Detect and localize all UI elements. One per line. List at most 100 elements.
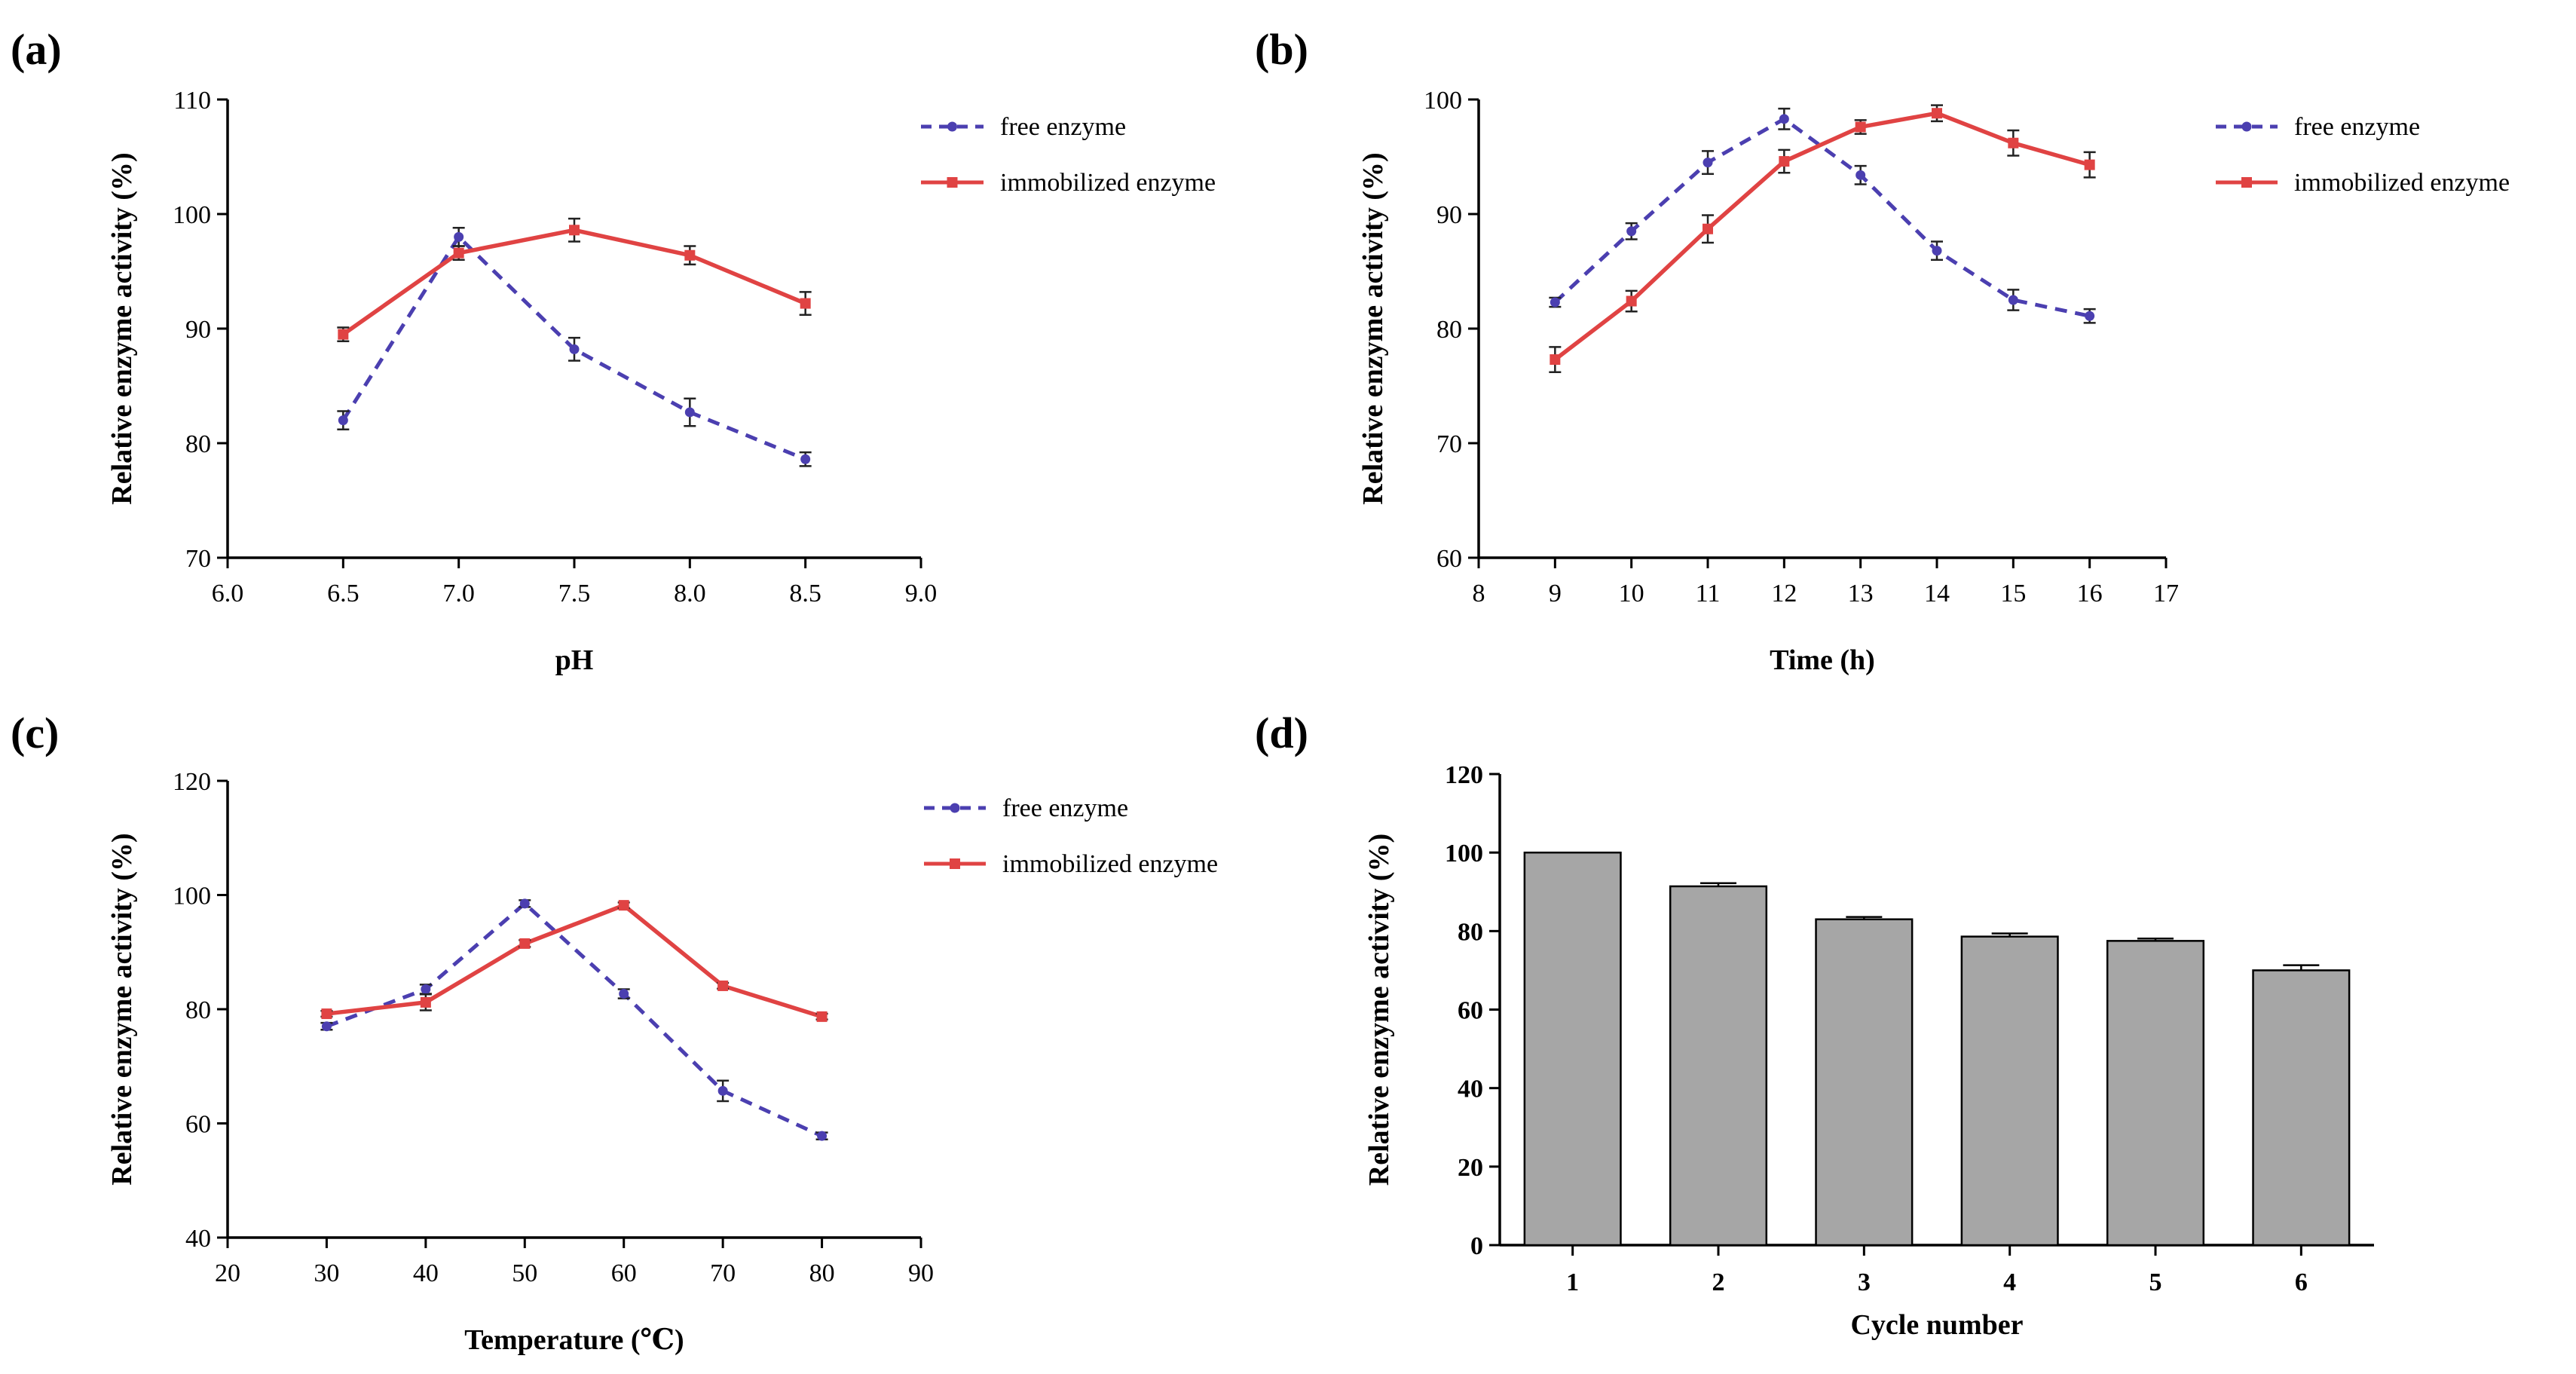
y-axis-title: Relative enzyme activity (%) — [1357, 152, 1389, 504]
data-point-free-enzyme — [1856, 170, 1866, 180]
data-point-immobilized-enzyme — [1550, 354, 1561, 366]
x-tick-label: 15 — [2000, 580, 2026, 607]
data-point-immobilized-enzyme — [338, 329, 349, 340]
y-tick-label: 90 — [1436, 201, 1462, 229]
data-point-immobilized-enzyme — [800, 298, 811, 309]
legend-marker — [947, 121, 957, 132]
x-tick-label: 2 — [1712, 1268, 1725, 1296]
legend-label: free enzyme — [1002, 794, 1128, 822]
legend-marker — [2241, 177, 2252, 188]
legend-label: immobilized enzyme — [2294, 169, 2510, 197]
legend-marker — [950, 803, 960, 813]
panel-label: (b) — [1255, 25, 1308, 74]
data-point-immobilized-enzyme — [618, 900, 629, 911]
y-axis-title: Relative enzyme activity (%) — [1363, 834, 1395, 1186]
data-point-free-enzyme — [321, 1021, 332, 1032]
data-point-free-enzyme — [2085, 311, 2095, 321]
data-point-free-enzyme — [1626, 226, 1637, 237]
x-tick-label: 10 — [1619, 580, 1644, 607]
y-tick-label: 110 — [173, 87, 211, 115]
x-tick-label: 8 — [1473, 580, 1485, 607]
x-tick-label: 3 — [1858, 1268, 1871, 1296]
data-point-immobilized-enzyme — [816, 1011, 828, 1022]
legend-marker — [2241, 121, 2252, 132]
series-line-free-enzyme — [326, 901, 823, 1138]
y-tick-label: 100 — [1445, 840, 1483, 868]
x-tick-label: 1 — [1566, 1268, 1579, 1296]
legend-label: free enzyme — [1000, 113, 1126, 141]
data-point-free-enzyme — [454, 231, 464, 242]
data-point-immobilized-enzyme — [2084, 159, 2095, 170]
data-point-free-enzyme — [519, 898, 530, 909]
x-axis-title: Time (h) — [1770, 644, 1875, 676]
bar-cycle-2 — [1669, 885, 1768, 1247]
x-tick-label: 50 — [512, 1259, 537, 1287]
y-tick-label: 70 — [185, 545, 211, 573]
data-point-immobilized-enzyme — [1855, 121, 1866, 133]
x-tick-label: 30 — [314, 1259, 339, 1287]
x-tick-label: 9.0 — [905, 580, 938, 607]
legend-marker — [947, 177, 958, 188]
x-tick-label: 70 — [710, 1259, 736, 1287]
data-point-immobilized-enzyme — [1932, 108, 1942, 119]
x-tick-label: 4 — [2003, 1268, 2016, 1296]
data-point-immobilized-enzyme — [1779, 156, 1790, 167]
x-tick-label: 12 — [1771, 580, 1797, 607]
data-point-free-enzyme — [2008, 295, 2018, 305]
data-point-free-enzyme — [338, 415, 348, 426]
legend-label: immobilized enzyme — [1002, 850, 1218, 878]
panel-a: (a) 70 80 90 100 110 6.0 6.5 7.0 7.5 8.0 8.5 9.0 pH Re… — [11, 25, 1216, 676]
data-point-free-enzyme — [1932, 246, 1942, 256]
x-tick-label: 6.0 — [212, 580, 244, 607]
y-tick-label: 60 — [1436, 545, 1462, 573]
data-point-free-enzyme — [817, 1131, 828, 1141]
x-tick-label: 17 — [2153, 580, 2179, 607]
data-point-free-enzyme — [569, 344, 580, 354]
x-tick-label: 90 — [908, 1259, 934, 1287]
y-tick-label: 60 — [1458, 997, 1483, 1025]
y-tick-label: 20 — [1458, 1154, 1483, 1182]
y-tick-label: 60 — [185, 1111, 211, 1139]
y-tick-label: 80 — [185, 996, 211, 1024]
data-point-free-enzyme — [1703, 158, 1713, 168]
x-tick-label: 80 — [809, 1259, 835, 1287]
data-point-immobilized-enzyme — [2008, 137, 2019, 148]
x-axis-title: pH — [555, 644, 594, 676]
y-tick-label: 80 — [185, 430, 211, 458]
legend-label: free enzyme — [2294, 113, 2420, 141]
x-tick-label: 14 — [1924, 580, 1950, 607]
x-tick-label: 9 — [1549, 580, 1562, 607]
bar-cycle-6 — [2252, 969, 2351, 1247]
x-axis-title: Temperature (℃) — [464, 1324, 684, 1356]
panel-label: (d) — [1255, 708, 1308, 757]
panel-b: (b) 60 70 80 90 100 8 9 10 11 12 13 14 15 16 17 Time (h)… — [1255, 25, 2510, 676]
x-tick-label: 7.0 — [442, 580, 475, 607]
series-line-immobilized-enzyme — [341, 228, 806, 336]
data-point-immobilized-enzyme — [717, 980, 729, 991]
data-point-immobilized-enzyme — [321, 1008, 332, 1020]
y-tick-label: 100 — [173, 883, 211, 910]
data-point-free-enzyme — [1550, 297, 1560, 308]
x-tick-label: 60 — [611, 1259, 637, 1287]
y-axis-title: Relative enzyme activity (%) — [106, 152, 138, 504]
bar-cycle-1 — [1523, 851, 1622, 1247]
legend-marker — [950, 858, 960, 869]
legend-label: immobilized enzyme — [1000, 169, 1216, 197]
x-tick-label: 40 — [413, 1259, 439, 1287]
y-tick-label: 80 — [1458, 918, 1483, 946]
data-point-free-enzyme — [800, 454, 811, 464]
y-tick-label: 70 — [1436, 430, 1462, 458]
series-line-immobilized-enzyme — [326, 902, 823, 1019]
bar-cycle-4 — [1960, 935, 2059, 1247]
data-point-free-enzyme — [1779, 114, 1789, 124]
data-point-immobilized-enzyme — [453, 247, 464, 259]
data-point-free-enzyme — [619, 989, 629, 999]
y-tick-label: 120 — [173, 768, 211, 796]
x-tick-label: 11 — [1696, 580, 1721, 607]
panel-c: (c) 40 60 80 100 120 20 30 40 50 60 70 80 90 Temperatu… — [11, 708, 1218, 1356]
x-tick-label: 20 — [215, 1259, 240, 1287]
x-axis-title: Cycle number — [1850, 1309, 2023, 1341]
data-point-free-enzyme — [684, 407, 695, 418]
bar-cycle-3 — [1815, 918, 1914, 1247]
